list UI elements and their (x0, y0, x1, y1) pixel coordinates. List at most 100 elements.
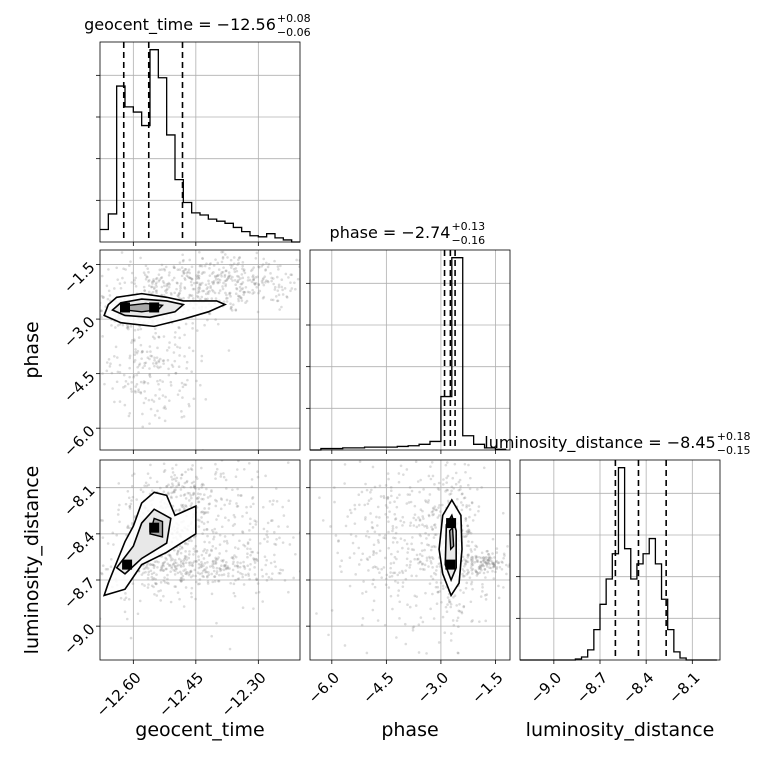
sample-point (185, 558, 188, 561)
contour-middle (111, 298, 186, 319)
sample-point (131, 495, 135, 499)
sample-point (446, 499, 450, 503)
sample-point (277, 285, 281, 289)
sample-point (170, 566, 173, 570)
sample-point (483, 567, 487, 571)
sample-point (210, 592, 214, 596)
sample-point (146, 567, 150, 570)
sample-point (128, 504, 132, 508)
sample-point (358, 503, 361, 507)
x-axis-label-luminosity-distance: luminosity_distance (526, 719, 715, 741)
sample-point (234, 308, 238, 312)
sample-point (266, 279, 270, 283)
sample-point (218, 289, 222, 292)
sample-point (439, 510, 442, 513)
sample-point (464, 559, 468, 562)
sample-point (491, 561, 495, 565)
sample-point (221, 255, 225, 259)
sample-point (398, 493, 401, 497)
sample-point (441, 615, 445, 619)
sample-point (481, 590, 484, 593)
sample-point (375, 551, 378, 555)
sample-point (181, 253, 184, 257)
sample-point (464, 559, 468, 563)
sample-point (220, 559, 223, 562)
sample-point (241, 276, 245, 280)
sample-point (200, 281, 204, 285)
sample-point (382, 496, 386, 500)
sample-point (219, 472, 223, 476)
sample-point (153, 286, 156, 289)
sample-point (279, 264, 282, 268)
sample-point (233, 554, 236, 557)
sample-point (477, 567, 481, 571)
sample-point (475, 574, 479, 577)
sample-point (260, 568, 264, 572)
sample-point (160, 285, 164, 289)
sample-point (212, 569, 216, 573)
sample-point (148, 372, 152, 376)
sample-point (240, 282, 244, 286)
sample-point (134, 391, 137, 394)
sample-point (116, 356, 119, 359)
sample-point (197, 276, 201, 280)
sample-point (276, 299, 279, 303)
sample-point (154, 283, 158, 286)
sample-point (273, 542, 276, 546)
sample-point (372, 599, 376, 603)
sample-point (133, 353, 137, 357)
sample-point (395, 505, 399, 509)
sample-point (492, 562, 496, 565)
sample-point (237, 297, 240, 301)
sample-point (195, 475, 198, 479)
sample-point (462, 535, 466, 538)
sample-point (205, 549, 209, 552)
sample-point (253, 566, 256, 569)
sample-point (223, 564, 226, 567)
sample-point (406, 493, 410, 496)
sample-point (212, 281, 215, 284)
sample-point (218, 567, 222, 571)
sample-point (177, 292, 181, 295)
sample-point (194, 597, 197, 601)
sample-point (491, 569, 494, 573)
sample-point (470, 501, 474, 505)
sample-point (412, 516, 416, 520)
sample-point (105, 369, 109, 373)
sample-point (373, 565, 376, 568)
sample-point (354, 534, 358, 538)
sample-point (162, 490, 166, 493)
sample-point (404, 569, 407, 572)
sample-point (449, 492, 453, 495)
sample-point (462, 605, 466, 609)
sample-point (459, 488, 462, 491)
sample-point (190, 586, 194, 590)
sample-point (141, 490, 145, 494)
sample-point (171, 563, 175, 566)
sample-point (101, 564, 105, 567)
sample-point (234, 267, 238, 270)
sample-point (390, 574, 394, 578)
sample-point (466, 571, 470, 575)
sample-point (479, 556, 483, 560)
sample-point (387, 477, 390, 481)
sample-point (169, 291, 173, 295)
sample-point (120, 251, 124, 254)
sample-point (232, 262, 236, 265)
sample-point (196, 492, 200, 495)
sample-point (368, 555, 372, 559)
sample-point (179, 561, 183, 564)
sample-point (429, 559, 433, 563)
sample-point (237, 261, 240, 265)
sample-point (229, 295, 232, 298)
sample-point (203, 264, 207, 268)
sample-point (224, 478, 228, 482)
sample-point (427, 565, 430, 568)
sample-point (405, 502, 409, 505)
sample-point (290, 273, 294, 277)
sample-point (412, 524, 416, 527)
sample-point (149, 463, 152, 467)
sample-point (394, 579, 397, 583)
sample-point (141, 412, 144, 416)
sample-point (141, 349, 144, 353)
